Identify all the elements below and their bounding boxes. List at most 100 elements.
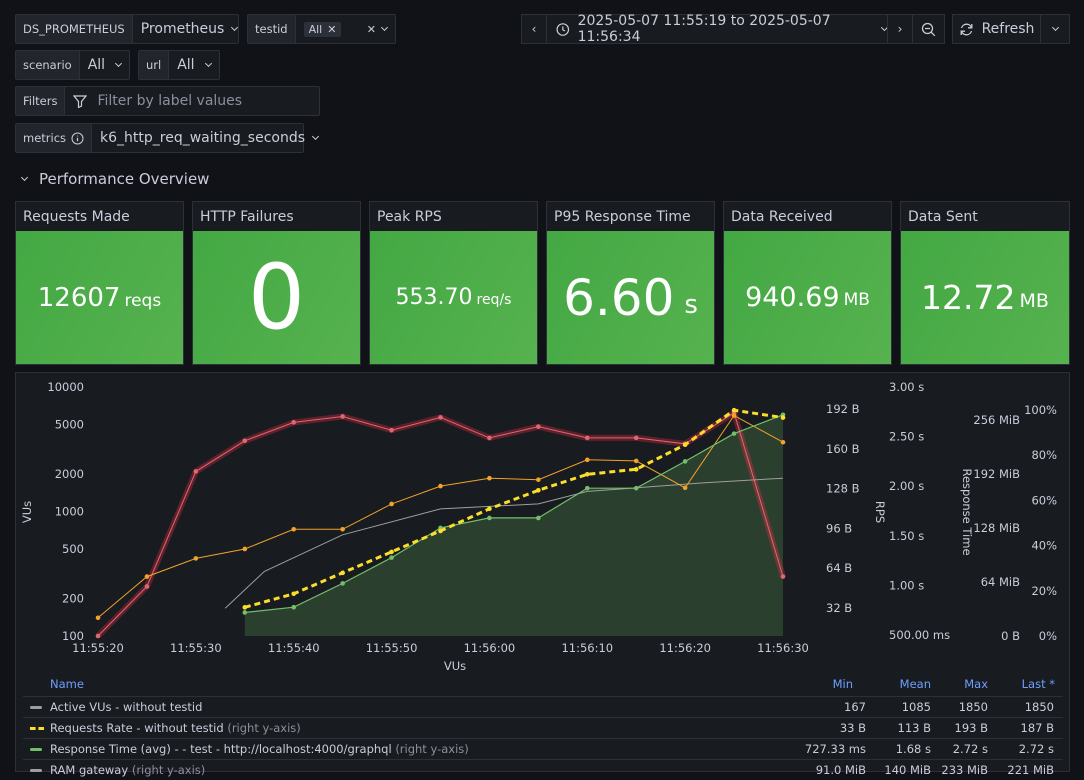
data-point-ram [144, 574, 150, 579]
legend-last: 2.72 s [1018, 742, 1054, 756]
time-range-picker[interactable]: 2025-05-07 11:55:19 to 2025-05-07 11:56:… [546, 13, 889, 45]
metrics-value: k6_http_req_waiting_seconds [100, 130, 306, 146]
y-tick-label-bytes: 192 B [826, 402, 860, 416]
data-point-ram [487, 475, 492, 481]
data-point-ram [193, 556, 199, 561]
data-point-requests-rate [242, 605, 248, 610]
data-point-ram [682, 485, 688, 491]
data-point-ram [536, 477, 541, 483]
legend-header-min[interactable]: Min [832, 677, 853, 691]
data-point-requests-rate [340, 570, 345, 576]
clock-icon [556, 22, 570, 36]
data-point-cpu [584, 435, 590, 441]
legend-row[interactable]: Requests Rate - without testid (right y-… [23, 717, 1063, 738]
legend-header-last[interactable]: Last * [1021, 677, 1055, 691]
data-point-requests-rate [780, 415, 786, 420]
legend-header-mean[interactable]: Mean [899, 677, 931, 691]
data-point-cpu [340, 414, 345, 419]
info-icon[interactable] [71, 132, 84, 145]
x-tick-label: 11:55:30 [170, 641, 222, 655]
data-point-ram [291, 526, 297, 532]
stat-unit: MB [843, 290, 870, 310]
series-swatch [30, 769, 42, 772]
clear-icon[interactable]: ✕ [366, 22, 376, 36]
y-tick-label: 200 [62, 592, 84, 606]
legend-axis-note: (right y-axis) [395, 742, 469, 756]
legend-row[interactable]: RAM gateway (right y-axis) 91.0 MiB 140 … [23, 759, 1063, 780]
refresh-interval-button[interactable] [1040, 14, 1070, 44]
stat-title: P95 Response Time [554, 208, 691, 225]
y-tick-label-mib: 0 B [1001, 629, 1020, 643]
data-point-cpu [95, 633, 101, 639]
data-point-cpu [193, 469, 199, 474]
stat-panel-requests[interactable]: Requests Made 12607 reqs [15, 201, 184, 365]
refresh-button[interactable]: Refresh [952, 14, 1041, 44]
legend-header-name[interactable]: Name [50, 677, 84, 691]
y-tick-label-mib: 256 MiB [973, 413, 1020, 427]
time-forward-button[interactable]: › [887, 14, 913, 44]
legend-max: 1850 [958, 700, 988, 714]
y-tick-label-mib: 64 MiB [981, 575, 1020, 589]
datasource-picker[interactable]: DS_PROMETHEUS Prometheus [15, 14, 239, 44]
stat-panel-http-failures[interactable]: HTTP Failures 0 [192, 201, 361, 365]
data-point-ram [340, 526, 345, 532]
legend-header-max[interactable]: Max [964, 677, 988, 691]
legend-min: 727.33 ms [804, 742, 866, 756]
x-tick-label: 11:56:30 [757, 641, 809, 655]
y-tick-label: 500 [62, 542, 84, 556]
testid-label: testid [248, 15, 296, 43]
testid-chip[interactable]: All ✕ [303, 21, 342, 37]
filters-control[interactable]: Filters Filter by label values [15, 86, 320, 116]
scenario-picker[interactable]: scenario All [15, 50, 130, 80]
stat-title: Requests Made [23, 208, 130, 225]
x-tick-label: 11:55:20 [72, 641, 124, 655]
metrics-label: metrics [23, 131, 67, 145]
y-tick-label-rps: 3.00 s [889, 380, 924, 394]
stat-panel-p95[interactable]: P95 Response Time 6.60 s [546, 201, 715, 365]
data-point-response-time [340, 581, 345, 586]
filters-input[interactable]: Filter by label values [97, 93, 243, 109]
data-point-response-time [242, 610, 248, 615]
legend-mean: 113 B [897, 721, 932, 735]
y-tick-label-pct: 20% [1031, 584, 1057, 598]
legend-mean: 1.68 s [895, 742, 931, 756]
testid-picker[interactable]: testid All ✕ ✕ [247, 14, 396, 44]
chevron-down-icon [380, 23, 389, 32]
data-point-requests-rate [682, 442, 688, 447]
y-tick-label-rps: 1.00 s [889, 578, 924, 592]
chip-close-icon[interactable]: ✕ [327, 22, 337, 36]
legend-axis-note: (right y-axis) [131, 763, 206, 777]
data-point-requests-rate [633, 467, 639, 472]
y-tick-label-pct: 40% [1031, 539, 1057, 553]
y-axis-label-response-time: Response Time [960, 468, 974, 555]
datasource-label: DS_PROMETHEUS [16, 15, 133, 43]
data-point-requests-rate [536, 487, 541, 493]
chevron-down-icon [20, 173, 29, 182]
metrics-picker[interactable]: metrics k6_http_req_waiting_seconds [15, 123, 320, 153]
stat-panel-peak-rps[interactable]: Peak RPS 553.70 req/s [369, 201, 538, 365]
stat-panel-data-sent[interactable]: Data Sent 12.72 MB [900, 201, 1070, 365]
scenario-label: scenario [16, 51, 80, 79]
row-header[interactable]: Performance Overview [20, 170, 209, 188]
time-back-button[interactable]: ‹ [521, 14, 547, 44]
timeseries-chart[interactable]: 10000 5000 2000 1000 500 200 100 11:55:20 11:55… [0, 372, 1084, 672]
series-line-active-vus [224, 477, 784, 609]
y-tick-label-rps: 1.50 s [889, 529, 924, 543]
timeseries-panel[interactable] [15, 372, 1070, 772]
stat-panel-data-received[interactable]: Data Received 940.69 MB [723, 201, 892, 365]
stat-title: Data Sent [908, 208, 978, 225]
filters-label: Filters [16, 87, 66, 115]
y-tick-label-bytes: 160 B [826, 442, 860, 456]
legend-row[interactable]: Active VUs - without testid 167 1085 185… [23, 696, 1063, 717]
legend-row[interactable]: Response Time (avg) - - test - http://lo… [23, 738, 1063, 759]
data-point-cpu [633, 435, 639, 441]
y-tick-label-pct: 80% [1031, 448, 1057, 462]
data-point-cpu [144, 584, 150, 589]
legend-min: 91.0 MiB [815, 763, 866, 777]
url-picker[interactable]: url All [138, 50, 220, 80]
data-point-ram [731, 413, 737, 418]
stat-unit: reqs [124, 290, 162, 311]
y-axis-label-vus: VUs [20, 501, 34, 523]
y-tick-label-pct: 0% [1039, 629, 1057, 643]
zoom-out-button[interactable] [912, 14, 945, 44]
